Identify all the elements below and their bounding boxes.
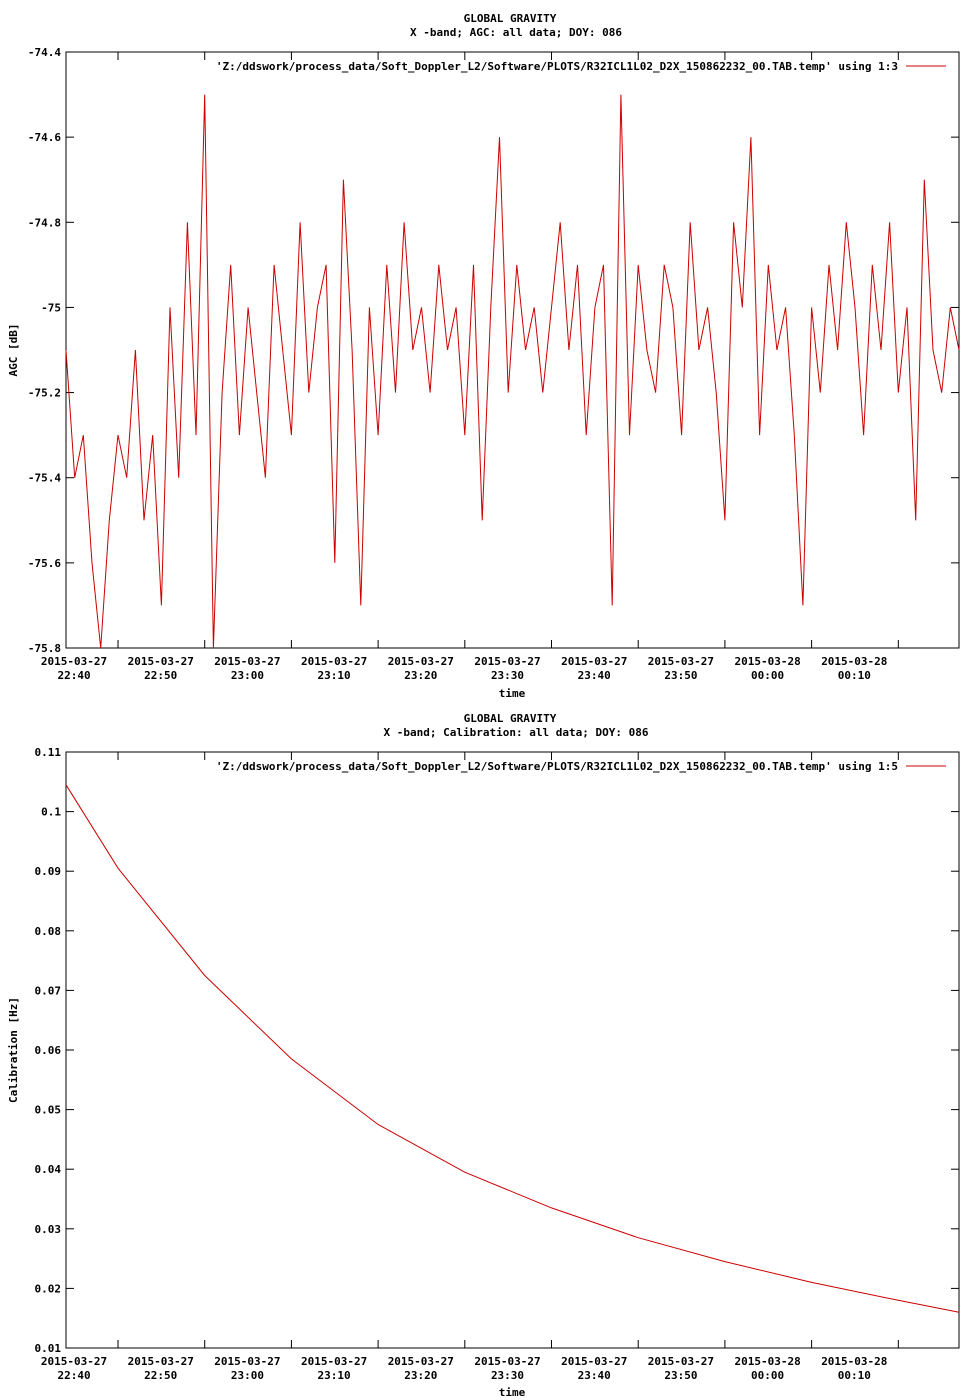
chart-title: GLOBAL GRAVITY <box>464 12 557 25</box>
x-tick-label-time: 23:10 <box>318 1369 351 1382</box>
x-tick-label-date: 2015-03-27 <box>41 655 107 668</box>
y-tick-label: 0.06 <box>35 1044 62 1057</box>
y-tick-label: -74.6 <box>28 131 61 144</box>
x-tick-label-time: 23:40 <box>578 1369 611 1382</box>
x-tick-labels: 2015-03-2722:402015-03-2722:502015-03-27… <box>41 1355 888 1382</box>
x-tick-label-time: 00:00 <box>751 1369 784 1382</box>
y-tick-label: -75 <box>41 301 61 314</box>
x-tick-label-time: 22:50 <box>144 1369 177 1382</box>
x-axis-label: time <box>499 1386 526 1399</box>
plot-frame <box>65 51 960 649</box>
x-tick-label-date: 2015-03-27 <box>214 655 280 668</box>
x-tick-label-date: 2015-03-28 <box>734 1355 800 1368</box>
x-tick-label-time: 23:50 <box>664 1369 697 1382</box>
x-tick-labels: 2015-03-2722:402015-03-2722:502015-03-27… <box>41 655 888 682</box>
x-tick-label-date: 2015-03-27 <box>128 1355 194 1368</box>
plot-frame <box>65 751 960 1349</box>
x-tick-label-time: 00:10 <box>838 1369 871 1382</box>
x-tick-label-time: 23:30 <box>491 1369 524 1382</box>
x-tick-label-time: 22:50 <box>144 669 177 682</box>
x-tick-label-date: 2015-03-27 <box>648 655 714 668</box>
chart-subtitle: X -band; Calibration: all data; DOY: 086 <box>384 726 649 739</box>
y-tick-label: -75.6 <box>28 557 61 570</box>
y-axis-label: AGC [dB] <box>7 324 20 377</box>
y-tick-label: 0.04 <box>35 1163 62 1176</box>
series <box>65 784 960 1313</box>
series-line <box>65 94 960 649</box>
x-tick-label-date: 2015-03-27 <box>214 1355 280 1368</box>
x-tick-label-time: 23:50 <box>664 669 697 682</box>
y-tick-label: 0.11 <box>35 746 62 759</box>
x-tick-label-date: 2015-03-27 <box>388 655 454 668</box>
y-tick-label: 0.1 <box>41 806 61 819</box>
x-tick-label-time: 23:40 <box>578 669 611 682</box>
y-tick-label: 0.02 <box>35 1282 62 1295</box>
ticks <box>66 51 959 649</box>
x-tick-label-date: 2015-03-27 <box>561 655 627 668</box>
ticks <box>66 751 959 1349</box>
x-axis-label: time <box>499 687 526 700</box>
x-tick-label-time: 23:20 <box>404 669 437 682</box>
y-tick-label: 0.01 <box>35 1342 62 1355</box>
legend-entry: 'Z:/ddswork/process_data/Soft_Doppler_L2… <box>216 760 898 773</box>
y-tick-label: 0.07 <box>35 984 62 997</box>
x-tick-label-date: 2015-03-27 <box>648 1355 714 1368</box>
x-tick-label-date: 2015-03-27 <box>561 1355 627 1368</box>
x-tick-label-date: 2015-03-27 <box>474 1355 540 1368</box>
legend-entry: 'Z:/ddswork/process_data/Soft_Doppler_L2… <box>216 60 898 73</box>
y-tick-label: 0.08 <box>35 925 62 938</box>
y-tick-label: 0.03 <box>35 1223 62 1236</box>
x-tick-label-date: 2015-03-28 <box>734 655 800 668</box>
series <box>65 94 960 649</box>
x-tick-label-time: 22:40 <box>57 1369 90 1382</box>
x-tick-label-date: 2015-03-28 <box>821 1355 887 1368</box>
x-tick-label-date: 2015-03-27 <box>128 655 194 668</box>
x-tick-label-date: 2015-03-27 <box>301 1355 367 1368</box>
y-tick-labels: 0.11 0.1 0.09 0.08 0.07 0.06 0.05 0.04 0.03 0.02 0… <box>35 746 62 1355</box>
x-tick-label-time: 23:20 <box>404 1369 437 1382</box>
x-tick-label-date: 2015-03-27 <box>388 1355 454 1368</box>
agc-chart: GLOBAL GRAVITY X -band; AGC: all data; D… <box>7 12 960 700</box>
chart-title: GLOBAL GRAVITY <box>464 712 557 725</box>
y-tick-label: -74.8 <box>28 216 61 229</box>
series-line <box>65 784 960 1313</box>
y-tick-labels: -74.4 -74.6 -74.8 -75 -75.2 -75.4 -75.6 -75.8 <box>28 46 61 655</box>
x-tick-label-date: 2015-03-27 <box>301 655 367 668</box>
y-tick-label: -75.2 <box>28 387 61 400</box>
x-tick-label-time: 00:00 <box>751 669 784 682</box>
y-tick-label: -75.4 <box>28 472 61 485</box>
x-tick-label-time: 22:40 <box>57 669 90 682</box>
x-tick-label-time: 00:10 <box>838 669 871 682</box>
y-tick-label: -75.8 <box>28 642 61 655</box>
x-tick-label-date: 2015-03-27 <box>41 1355 107 1368</box>
x-tick-label-date: 2015-03-28 <box>821 655 887 668</box>
x-tick-label-time: 23:00 <box>231 669 264 682</box>
x-tick-label-date: 2015-03-27 <box>474 655 540 668</box>
chart-subtitle: X -band; AGC: all data; DOY: 086 <box>410 26 622 39</box>
x-tick-label-time: 23:00 <box>231 1369 264 1382</box>
calibration-chart: GLOBAL GRAVITY X -band; Calibration: all… <box>7 712 960 1399</box>
y-tick-label: -74.4 <box>28 46 61 59</box>
y-axis-label: Calibration [Hz] <box>7 997 20 1103</box>
x-tick-label-time: 23:30 <box>491 669 524 682</box>
y-tick-label: 0.09 <box>35 865 62 878</box>
y-tick-label: 0.05 <box>35 1104 62 1117</box>
x-tick-label-time: 23:10 <box>318 669 351 682</box>
